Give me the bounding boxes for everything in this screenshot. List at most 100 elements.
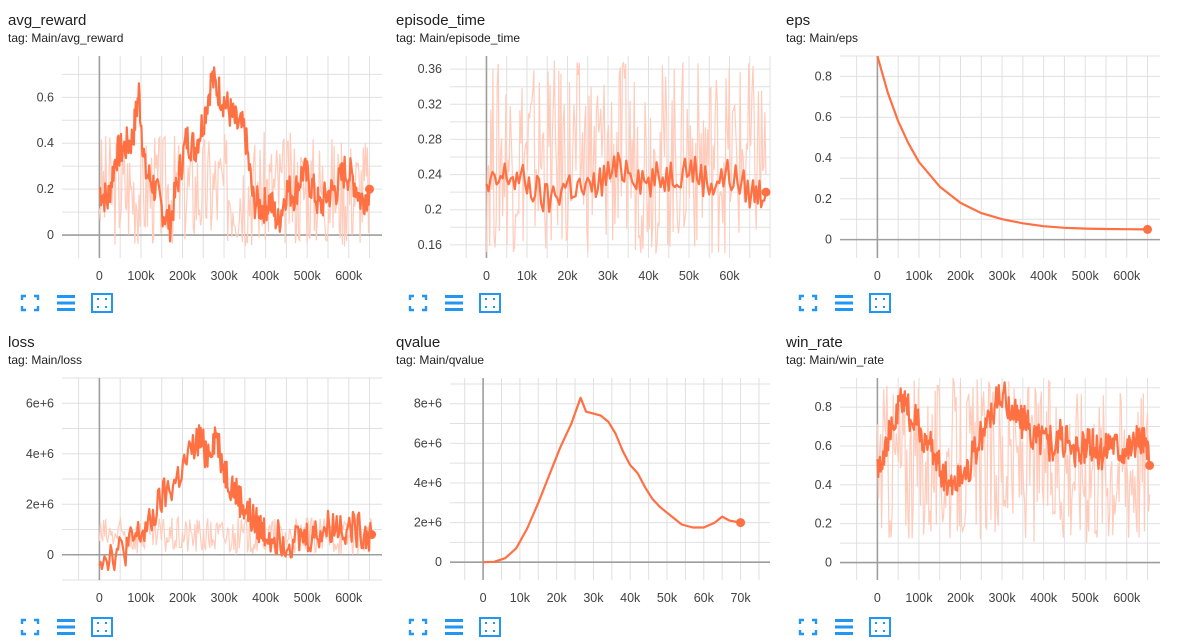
fit-to-data-icon bbox=[798, 618, 818, 636]
toggle-log-scale-button[interactable] bbox=[442, 292, 466, 314]
chart-toolbar bbox=[796, 616, 892, 638]
chart-card-avg-reward: avg_reward tag: Main/avg_reward 0 0.2 0.4 0… bbox=[0, 0, 390, 322]
y-tick-label: 0.16 bbox=[418, 238, 442, 252]
x-tick-label: 0 bbox=[874, 269, 881, 283]
fit-to-data-button[interactable] bbox=[406, 292, 430, 314]
x-tick-label: 600k bbox=[1113, 591, 1141, 605]
chart-plot[interactable]: 0 2e+6 4e+6 6e+6 0 100k 200k 300k 400k 500k 600k bbox=[0, 322, 390, 644]
x-tick-label: 600k bbox=[335, 269, 363, 283]
chart-title: episode_time bbox=[396, 12, 486, 29]
chart-tag: tag: Main/eps bbox=[786, 31, 859, 45]
chart-title: eps bbox=[786, 12, 811, 29]
chart-title: win_rate bbox=[786, 334, 843, 351]
series-line bbox=[876, 56, 1148, 231]
fit-to-data-icon bbox=[408, 618, 428, 636]
chart-card-episode-time: episode_time tag: Main/episode_time 0.16… bbox=[388, 0, 778, 322]
chart-plot[interactable]: 0 0.2 0.4 0.6 0 100k 200k 300k 400k 500k 600k bbox=[0, 0, 390, 322]
y-tick-label: 0.8 bbox=[815, 69, 832, 83]
toggle-log-scale-icon bbox=[57, 619, 75, 635]
series-group bbox=[483, 396, 741, 564]
y-tick-label: 0.2 bbox=[425, 203, 442, 217]
chart-card-qvalue: qvalue tag: Main/qvalue 0 2e+6 4e+6 6e+6 8e+… bbox=[388, 322, 778, 644]
y-tick-label: 0.6 bbox=[815, 439, 832, 453]
x-tick-label: 40k bbox=[620, 591, 641, 605]
toggle-expand-button[interactable] bbox=[868, 616, 892, 638]
chart-plot[interactable]: 0 0.2 0.4 0.6 0.8 0 100k 200k 300k 400k 500k 600k bbox=[778, 322, 1168, 644]
x-tick-label: 300k bbox=[211, 591, 239, 605]
x-tick-label: 400k bbox=[1030, 591, 1058, 605]
chart-toolbar bbox=[406, 616, 502, 638]
raw-series-line bbox=[876, 378, 1151, 543]
fit-to-data-icon bbox=[798, 294, 818, 312]
x-tick-label: 500k bbox=[1072, 269, 1100, 283]
y-tick-label: 6e+6 bbox=[26, 396, 54, 410]
fit-to-data-button[interactable] bbox=[18, 292, 42, 314]
fit-to-data-button[interactable] bbox=[796, 292, 820, 314]
chart-plot[interactable]: 0 0.2 0.4 0.6 0.8 0 100k 200k 300k 400k 500k 600k bbox=[778, 0, 1168, 322]
toggle-expand-button[interactable] bbox=[478, 292, 502, 314]
y-tick-label: 0.2 bbox=[815, 517, 832, 531]
toggle-expand-button[interactable] bbox=[868, 292, 892, 314]
fit-to-data-icon bbox=[20, 618, 40, 636]
series-group bbox=[98, 66, 371, 247]
chart-tag: tag: Main/episode_time bbox=[396, 31, 521, 45]
toggle-log-scale-button[interactable] bbox=[832, 616, 856, 638]
fit-to-data-button[interactable] bbox=[796, 616, 820, 638]
x-tick-label: 200k bbox=[169, 269, 197, 283]
toggle-expand-button[interactable] bbox=[478, 616, 502, 638]
toggle-log-scale-button[interactable] bbox=[442, 616, 466, 638]
series-line bbox=[485, 152, 767, 213]
chart-toolbar bbox=[18, 292, 114, 314]
fit-to-data-button[interactable] bbox=[18, 616, 42, 638]
chart-tag: tag: Main/avg_reward bbox=[8, 31, 124, 45]
x-tick-label: 400k bbox=[252, 591, 280, 605]
x-tick-label: 500k bbox=[294, 591, 322, 605]
x-tick-label: 40k bbox=[638, 269, 659, 283]
y-tick-label: 0.4 bbox=[815, 151, 832, 165]
y-tick-label: 0.6 bbox=[815, 110, 832, 124]
x-tick-label: 400k bbox=[1030, 269, 1058, 283]
y-tick-label: 0.24 bbox=[418, 168, 442, 182]
x-tick-label: 100k bbox=[127, 591, 155, 605]
raw-series-line bbox=[98, 515, 373, 556]
toggle-log-scale-button[interactable] bbox=[54, 616, 78, 638]
x-tick-label: 100k bbox=[127, 269, 155, 283]
x-tick-label: 20k bbox=[547, 591, 568, 605]
raw-series-line bbox=[98, 131, 371, 247]
grid bbox=[450, 378, 770, 580]
chart-plot[interactable]: 0 2e+6 4e+6 6e+6 8e+6 0 10k 20k 30k 40k 50k 60k 70k bbox=[388, 322, 778, 644]
toggle-log-scale-button[interactable] bbox=[832, 292, 856, 314]
toggle-expand-button[interactable] bbox=[90, 616, 114, 638]
chart-plot[interactable]: 0.16 0.2 0.24 0.28 0.32 0.36 0 10k 20k 30k 40k 50k 6… bbox=[388, 0, 778, 322]
x-tick-label: 10k bbox=[517, 269, 538, 283]
series-end-point bbox=[367, 530, 377, 540]
x-tick-label: 0 bbox=[480, 591, 487, 605]
x-tick-label: 200k bbox=[947, 269, 975, 283]
chart-tag: tag: Main/qvalue bbox=[396, 353, 485, 367]
series-line bbox=[483, 396, 741, 564]
y-tick-label: 0.2 bbox=[815, 192, 832, 206]
x-tick-label: 500k bbox=[1072, 591, 1100, 605]
y-tick-label: 0.8 bbox=[815, 400, 832, 414]
x-tick-label: 20k bbox=[557, 269, 578, 283]
x-tick-label: 10k bbox=[510, 591, 531, 605]
fit-to-data-button[interactable] bbox=[406, 616, 430, 638]
x-tick-label: 30k bbox=[583, 591, 604, 605]
x-tick-label: 200k bbox=[169, 591, 197, 605]
toggle-expand-icon bbox=[91, 617, 113, 637]
toggle-log-scale-icon bbox=[835, 295, 853, 311]
y-tick-label: 0 bbox=[47, 548, 54, 562]
x-tick-label: 60k bbox=[694, 591, 715, 605]
grid bbox=[840, 55, 1160, 258]
series-group bbox=[485, 60, 767, 254]
toggle-log-scale-button[interactable] bbox=[54, 292, 78, 314]
y-tick-label: 6e+6 bbox=[414, 436, 442, 450]
y-tick-label: 0.28 bbox=[418, 132, 442, 146]
toggle-expand-button[interactable] bbox=[90, 292, 114, 314]
x-tick-label: 400k bbox=[252, 269, 280, 283]
y-tick-label: 0.32 bbox=[418, 97, 442, 111]
x-tick-label: 0 bbox=[483, 269, 490, 283]
toggle-log-scale-icon bbox=[445, 295, 463, 311]
series-line bbox=[98, 66, 371, 243]
y-tick-label: 0 bbox=[435, 555, 442, 569]
